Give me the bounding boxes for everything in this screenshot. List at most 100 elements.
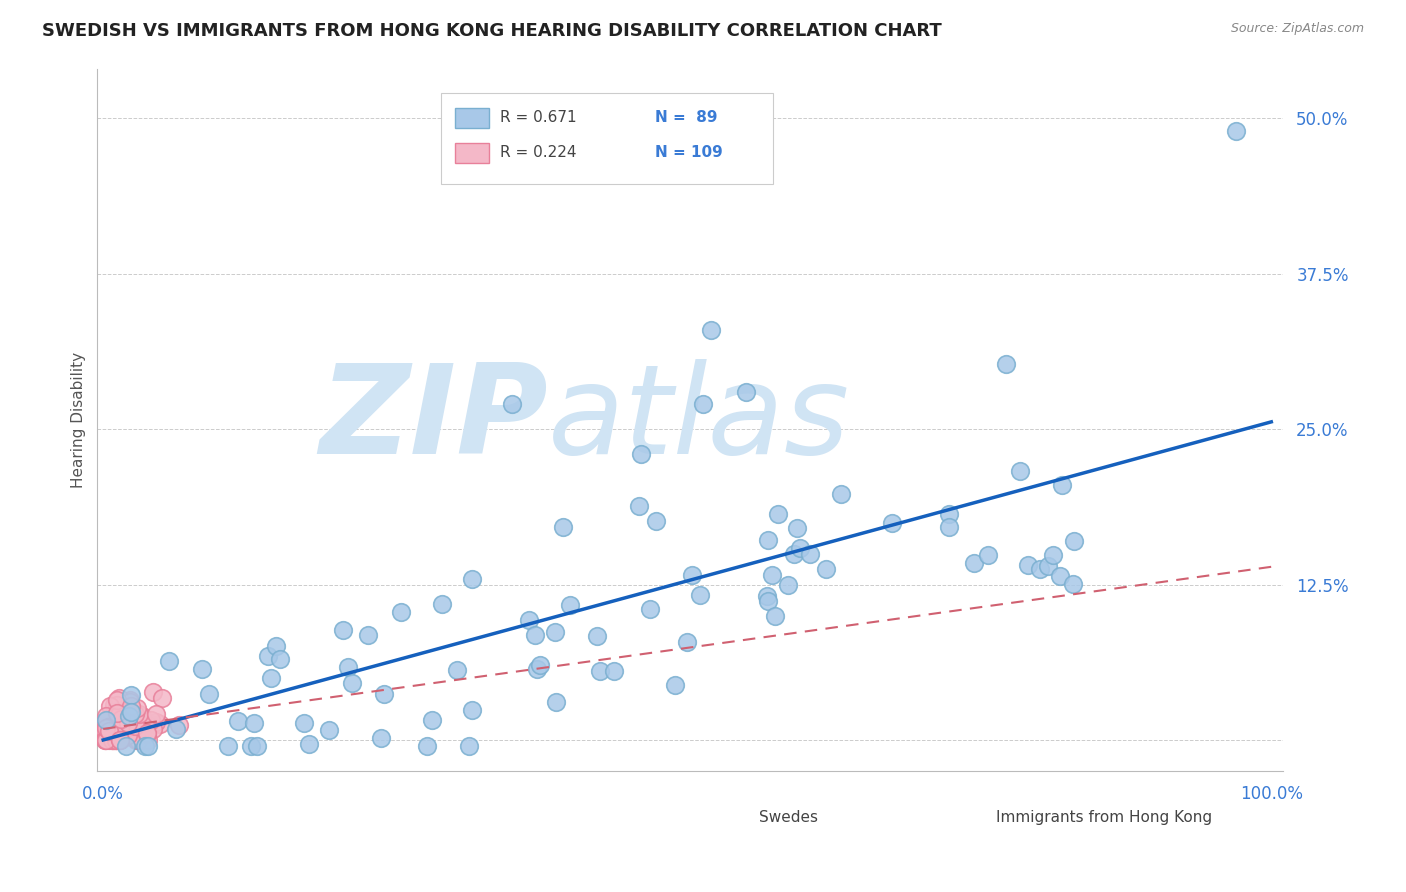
Point [100,712,122,726]
Point [356,627,378,641]
Point [529,657,551,672]
Point [446,663,468,677]
Point [131,723,153,738]
Point [111,716,134,731]
Point [135,726,157,740]
Point [94,718,117,732]
Point [645,514,668,528]
Point [108,733,131,747]
Point [94,714,117,729]
Point [226,714,249,728]
Point [546,695,568,709]
Point [110,722,132,736]
Point [292,716,315,731]
Point [141,713,163,727]
Point [1042,548,1064,562]
Point [101,733,124,747]
Point [107,718,129,732]
Point [1050,478,1073,492]
Point [167,718,190,732]
Point [100,724,122,739]
Point [1062,576,1084,591]
Point [120,699,142,714]
FancyBboxPatch shape [950,808,984,828]
Point [117,715,139,730]
Point [108,733,131,747]
Point [142,685,165,699]
Point [761,568,783,582]
Point [111,705,134,719]
Point [103,733,125,747]
Point [269,652,291,666]
Point [94,714,117,728]
Point [100,728,122,742]
Point [458,739,481,754]
Point [246,739,269,754]
Point [336,660,359,674]
Point [138,718,160,732]
Point [117,729,139,743]
Point [165,723,187,737]
Point [111,714,134,729]
Point [98,720,121,734]
FancyBboxPatch shape [714,808,747,828]
Point [96,729,118,743]
Text: N = 109: N = 109 [655,145,723,161]
FancyBboxPatch shape [456,108,489,128]
Point [765,608,787,623]
Point [101,712,124,726]
Point [94,716,117,731]
Point [1010,464,1032,478]
Point [994,357,1017,371]
Point [96,722,118,736]
Point [105,733,128,747]
Point [104,724,127,739]
Point [517,613,540,627]
Point [132,730,155,744]
Point [108,727,131,741]
Point [105,705,128,719]
Point [420,713,443,727]
Point [136,733,159,747]
Point [115,712,138,726]
Point [197,687,219,701]
Point [240,739,263,754]
Point [120,692,142,706]
Point [110,712,132,726]
Point [115,728,138,742]
Point [107,716,129,731]
Text: R = 0.224: R = 0.224 [501,145,576,161]
Text: Source: ZipAtlas.com: Source: ZipAtlas.com [1230,22,1364,36]
Point [131,733,153,747]
Point [558,599,581,613]
Point [257,648,280,663]
Point [108,733,131,747]
Point [131,709,153,723]
Point [136,739,159,754]
Point [128,733,150,747]
Point [332,624,354,638]
Point [103,728,125,742]
Point [526,662,548,676]
Point [461,572,484,586]
Point [105,698,128,712]
Point [882,516,904,530]
Point [501,397,523,411]
Point [111,706,134,720]
Point [699,323,721,337]
Point [117,722,139,736]
Point [318,723,340,737]
Point [977,548,1000,562]
Point [107,707,129,722]
Point [107,722,129,736]
Point [114,739,136,754]
Point [104,727,127,741]
Point [107,691,129,706]
Point [682,567,704,582]
Point [692,397,714,411]
Point [1049,569,1071,583]
Point [755,589,778,603]
Point [756,594,779,608]
Point [799,547,821,561]
Point [98,724,121,739]
